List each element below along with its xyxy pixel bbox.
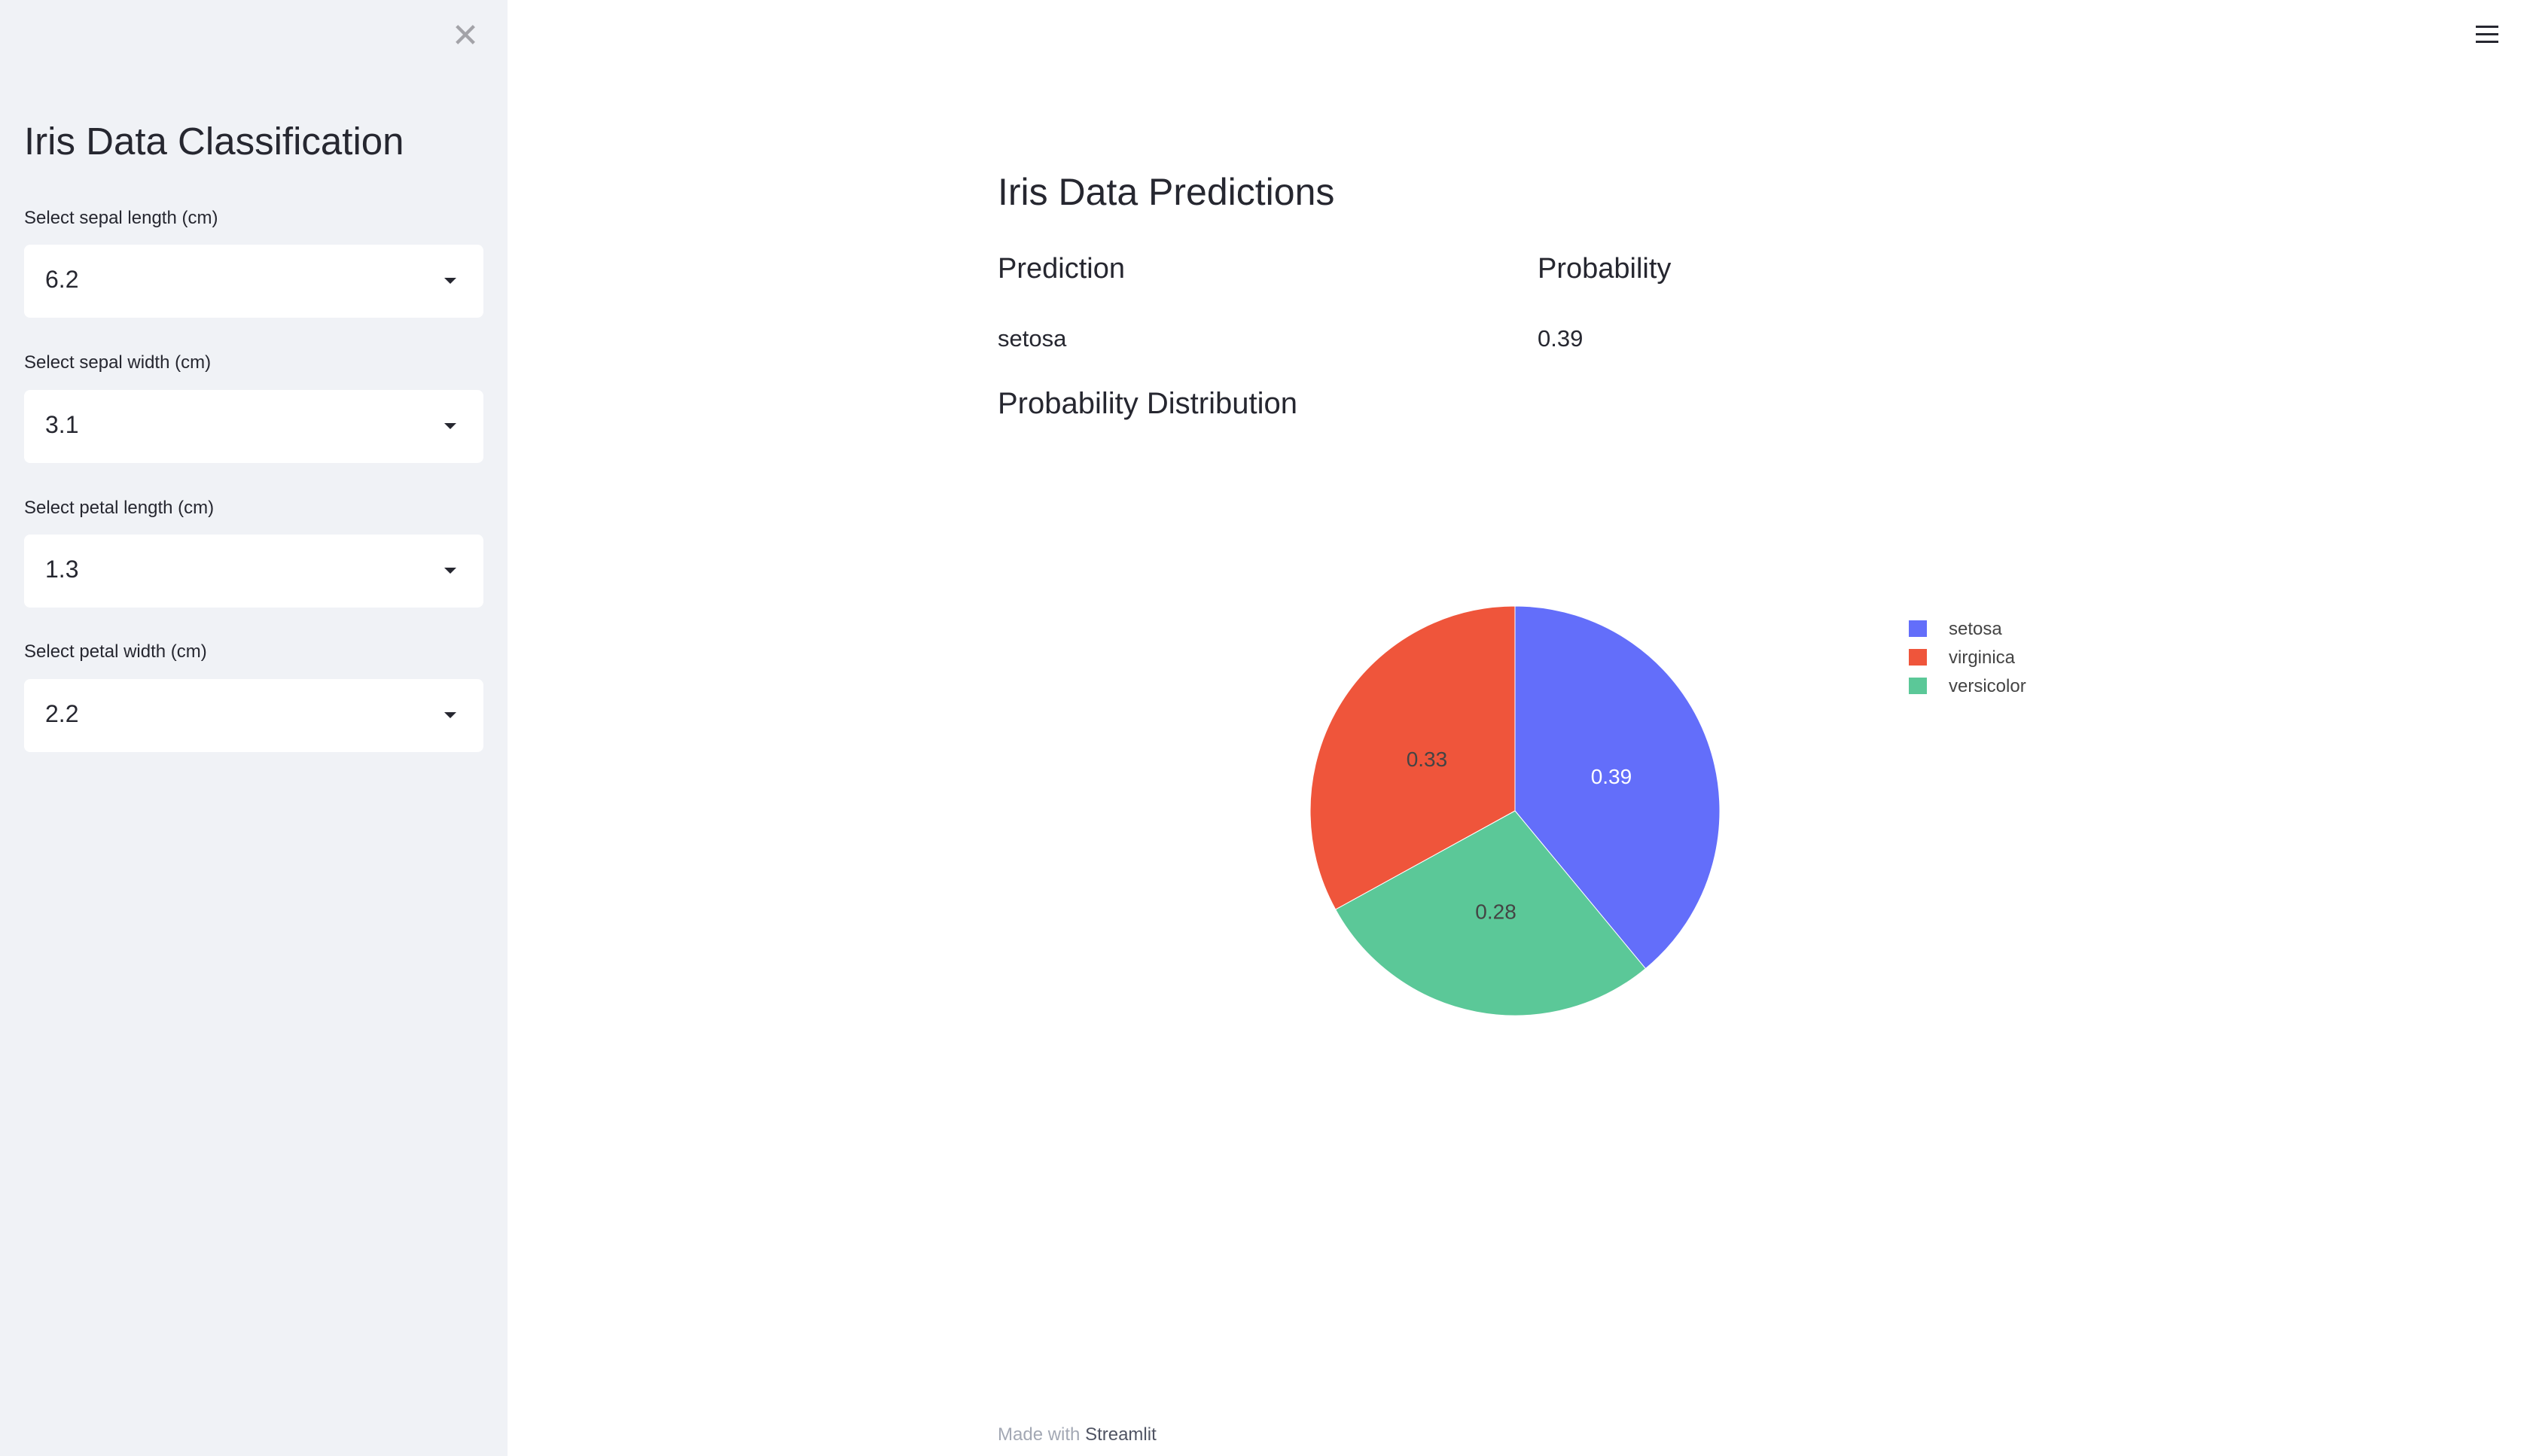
petal-width-label: Select petal width (cm) <box>24 641 207 662</box>
chevron-down-icon <box>444 712 456 718</box>
legend-label: setosa <box>1949 619 2002 639</box>
close-sidebar-icon[interactable]: ✕ <box>451 17 480 55</box>
petal-length-label: Select petal length (cm) <box>24 498 215 518</box>
selected-value: 1.3 <box>45 556 79 583</box>
chevron-down-icon <box>444 278 456 284</box>
sidebar: ✕ Iris Data Classification Select sepal … <box>0 0 508 1456</box>
selected-value: 3.1 <box>45 411 79 438</box>
sepal-length-select[interactable]: 6.2 <box>24 245 483 318</box>
pie-slice-virginica[interactable] <box>1309 605 1516 910</box>
probability-header: Probability <box>1538 253 1672 285</box>
petal-width-select[interactable]: 2.2 <box>24 679 483 752</box>
chevron-down-icon <box>444 423 456 429</box>
petal-length-select[interactable]: 1.3 <box>24 535 483 608</box>
footer-prefix: Made with <box>998 1424 1081 1445</box>
sepal-width-select[interactable]: 3.1 <box>24 390 483 463</box>
chevron-down-icon <box>444 568 456 574</box>
legend-item-setosa[interactable]: setosa <box>1909 619 2002 639</box>
streamlit-link[interactable]: Streamlit <box>1085 1424 1157 1445</box>
legend-swatch <box>1909 620 1927 637</box>
legend-item-versicolor[interactable]: versicolor <box>1909 676 2026 696</box>
pie-label-virginica: 0.33 <box>1407 748 1448 771</box>
legend-label: virginica <box>1949 647 2016 668</box>
sepal-length-label: Select sepal length (cm) <box>24 208 218 228</box>
selected-value: 6.2 <box>45 266 79 293</box>
selected-value: 2.2 <box>45 700 79 727</box>
page-title: Iris Data Predictions <box>998 171 1335 213</box>
pie-slice-versicolor[interactable] <box>1334 810 1647 1016</box>
legend-swatch <box>1909 678 1927 694</box>
legend-swatch <box>1909 649 1927 666</box>
probability-value: 0.39 <box>1538 325 1584 352</box>
sepal-width-label: Select sepal width (cm) <box>24 352 212 373</box>
hamburger-menu-icon[interactable] <box>2476 26 2498 45</box>
prediction-header: Prediction <box>998 253 1125 285</box>
footer: Made with Streamlit <box>998 1424 1157 1445</box>
pie-label-setosa: 0.39 <box>1591 765 1632 788</box>
sidebar-title: Iris Data Classification <box>24 120 404 163</box>
pie-label-versicolor: 0.28 <box>1475 900 1516 924</box>
pie-slice-setosa[interactable] <box>1514 605 1721 970</box>
prediction-value: setosa <box>998 325 1067 352</box>
section-title: Probability Distribution <box>998 387 1297 420</box>
legend-item-virginica[interactable]: virginica <box>1909 647 2016 668</box>
legend-label: versicolor <box>1949 676 2026 696</box>
